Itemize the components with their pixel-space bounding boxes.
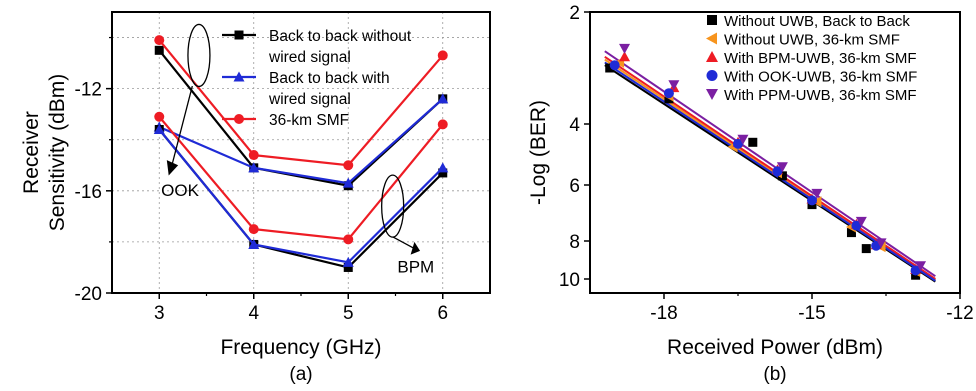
legend-swatch-marker bbox=[707, 15, 717, 25]
y-tick-label: -20 bbox=[75, 284, 102, 305]
data-point bbox=[154, 111, 165, 122]
series-line bbox=[158, 116, 444, 241]
legend-label: Without UWB, Back to Back bbox=[724, 13, 910, 30]
panel-a: 3 4 5 6 -12 -16 -20 Frequency (GHz) Receiver Sens… bbox=[20, 11, 491, 385]
y-axis-title: -Log (BER) bbox=[527, 100, 550, 205]
series-line bbox=[158, 128, 444, 269]
y-tick-label: -16 bbox=[75, 182, 102, 203]
x-axis-title: Received Power (dBm) bbox=[667, 336, 883, 359]
legend-label: 36-km SMF bbox=[269, 112, 349, 129]
annotation-ook: OOK bbox=[161, 181, 199, 200]
data-point bbox=[737, 134, 749, 145]
x-tick-label: -18 bbox=[650, 303, 677, 324]
data-point bbox=[619, 43, 631, 54]
x-tick-label: 6 bbox=[437, 303, 448, 324]
data-point bbox=[437, 119, 448, 130]
x-tick-label: 3 bbox=[154, 303, 165, 324]
data-point bbox=[772, 166, 783, 177]
data-point bbox=[437, 93, 449, 104]
data-point bbox=[851, 220, 862, 231]
legend-label: With PPM-UWB, 36-km SMF bbox=[724, 87, 917, 104]
y-axis-title-line1: Receiver bbox=[20, 111, 43, 194]
x-tick-label: -15 bbox=[798, 303, 825, 324]
data-point bbox=[342, 256, 354, 267]
legend-swatch-marker bbox=[233, 71, 245, 82]
data-point bbox=[748, 137, 758, 147]
y-tick-label: 10 bbox=[559, 270, 580, 291]
data-point bbox=[663, 88, 674, 99]
legend-label: With OOK-UWB, 36-km SMF bbox=[724, 69, 917, 86]
data-point bbox=[776, 162, 788, 173]
panel-label-a: (a) bbox=[289, 364, 312, 385]
data-point bbox=[437, 162, 449, 173]
data-point bbox=[248, 224, 259, 235]
y-tick-label: -12 bbox=[75, 80, 102, 101]
data-point bbox=[605, 63, 615, 73]
legend-label: Without UWB, 36-km SMF bbox=[724, 32, 900, 49]
data-point bbox=[343, 160, 354, 171]
series-line bbox=[158, 128, 444, 264]
bpm-arrowhead bbox=[410, 241, 421, 255]
legend-label-cont: wired signal bbox=[268, 91, 351, 108]
data-point bbox=[342, 177, 354, 188]
x-tick-label: 5 bbox=[343, 303, 354, 324]
data-point bbox=[154, 45, 164, 55]
legend-swatch-marker bbox=[706, 89, 718, 100]
data-point bbox=[910, 265, 921, 276]
data-point bbox=[915, 261, 927, 272]
y-tick-label: 8 bbox=[569, 232, 580, 253]
bpm-arrow bbox=[392, 236, 417, 251]
annotation-bpm: BPM bbox=[397, 258, 434, 277]
data-point bbox=[861, 244, 871, 254]
data-point bbox=[811, 188, 823, 199]
legend-swatch-marker bbox=[706, 32, 717, 45]
data-point bbox=[248, 150, 259, 161]
series-line bbox=[158, 98, 444, 185]
legend-swatch-marker bbox=[706, 70, 718, 81]
series-line bbox=[158, 39, 444, 167]
panel-label-b: (b) bbox=[763, 364, 786, 385]
legend-swatch-marker bbox=[234, 30, 244, 40]
data-point bbox=[438, 168, 448, 178]
x-tick-label: -12 bbox=[946, 303, 973, 324]
data-point bbox=[668, 80, 680, 91]
y-axis-title-line2: Sensitivity (dBm) bbox=[46, 74, 69, 232]
legend-label: Back to back with bbox=[269, 70, 390, 87]
legend-swatch-marker bbox=[706, 51, 718, 62]
y-tick-label: 4 bbox=[569, 115, 580, 136]
data-point bbox=[733, 138, 743, 149]
data-point bbox=[343, 234, 354, 245]
data-point bbox=[619, 51, 631, 62]
ook-arrow bbox=[169, 85, 193, 171]
panel-b: -18 -15 -12 2 4 6 8 10 Received Power (dBm) -Log … bbox=[527, 3, 974, 385]
data-point bbox=[875, 238, 887, 249]
data-point bbox=[153, 124, 165, 135]
legend-label: Back to back without bbox=[269, 28, 412, 45]
data-point bbox=[437, 50, 448, 61]
data-point bbox=[154, 35, 165, 46]
data-point bbox=[846, 228, 856, 238]
ook-arrowhead bbox=[166, 160, 179, 176]
ook-ellipse bbox=[187, 23, 211, 88]
y-tick-label: 6 bbox=[569, 176, 580, 197]
x-tick-label: 4 bbox=[248, 303, 259, 324]
data-point bbox=[248, 162, 260, 173]
data-point bbox=[855, 216, 867, 227]
data-point bbox=[777, 171, 787, 181]
data-point bbox=[248, 238, 260, 249]
legend-label: With BPM-UWB, 36-km SMF bbox=[724, 50, 917, 67]
x-axis-title: Frequency (GHz) bbox=[220, 336, 381, 359]
data-point bbox=[343, 262, 353, 272]
plot-frame-b bbox=[589, 11, 961, 294]
y-tick-label: 2 bbox=[569, 3, 580, 24]
legend-swatch-marker bbox=[234, 114, 244, 124]
data-point bbox=[609, 60, 620, 71]
legend-label-cont: wired signal bbox=[268, 49, 351, 66]
data-point bbox=[807, 195, 817, 206]
